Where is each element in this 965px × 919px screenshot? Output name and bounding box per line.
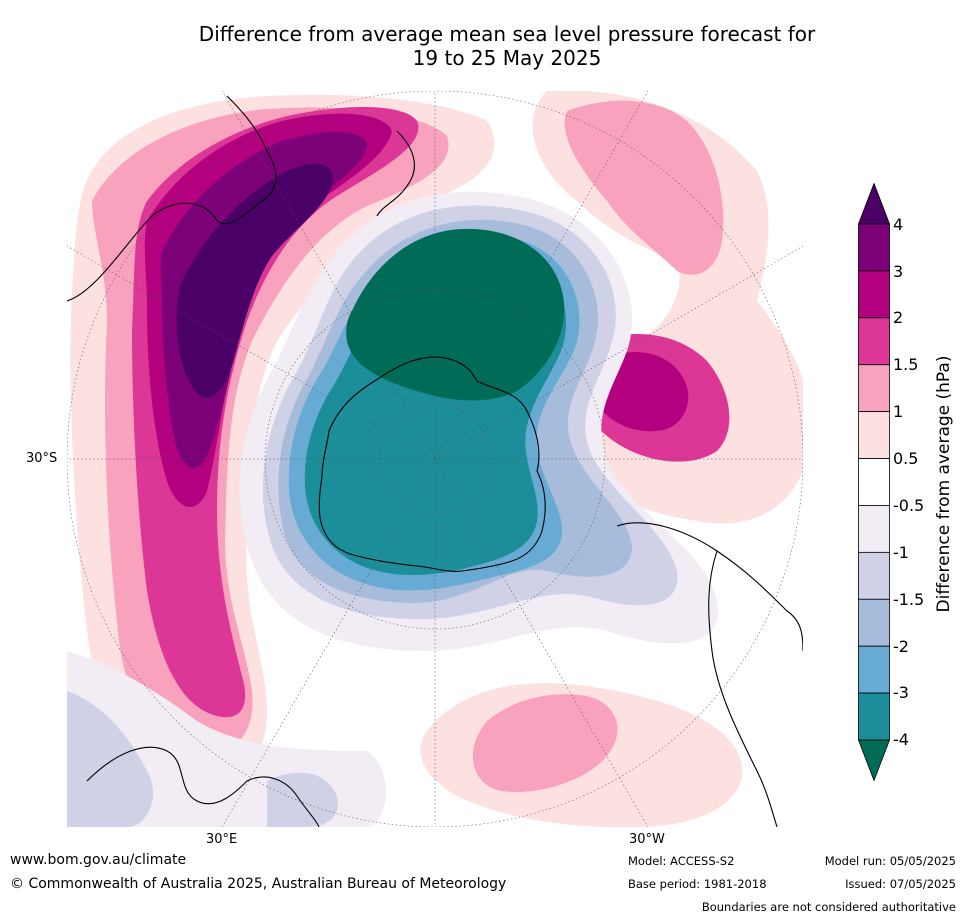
colorbar-tick: -1 (893, 543, 909, 562)
colorbar-tick: 1 (893, 402, 904, 421)
colorbar-tick: 1.5 (893, 355, 919, 374)
graticule (67, 91, 803, 827)
positive-anomaly-region-atlantic (420, 683, 743, 827)
longitude-label-30e: 30°E (206, 832, 238, 847)
colorbar-box (858, 364, 890, 413)
colorbar-box (858, 505, 890, 553)
website-link[interactable]: www.bom.gov.au/climate (10, 852, 187, 868)
pressure-anomaly-map (67, 91, 803, 827)
model-run-date: Model run: 05/05/2025 (824, 854, 956, 868)
colorbar-box (858, 458, 890, 506)
boundary-disclaimer: Boundaries are not considered authoritat… (701, 900, 956, 914)
base-period: Base period: 1981-2018 (628, 877, 767, 891)
colorbar-box (858, 411, 890, 459)
negative-anomaly-region-southwest (67, 651, 386, 827)
longitude-label-30w: 30°W (629, 832, 665, 847)
colorbar-tick: -2 (893, 637, 909, 656)
colorbar-min-arrow (858, 739, 890, 781)
issued-date: Issued: 07/05/2025 (845, 877, 956, 891)
colorbar-tick: 0.5 (893, 449, 919, 468)
africa-coastline (86, 746, 320, 827)
colorbar-tick: -1.5 (893, 590, 925, 609)
colorbar-tick: 2 (893, 308, 904, 327)
coastlines (67, 95, 803, 827)
colorbar-tick: 4 (893, 215, 904, 234)
colorbar-max-arrow (858, 183, 890, 225)
new-zealand-coastline (376, 130, 415, 217)
colorbar-tick: -0.5 (893, 496, 925, 515)
chart-title: Difference from average mean sea level p… (0, 22, 965, 70)
copyright-notice: © Commonwealth of Australia 2025, Austra… (10, 876, 507, 892)
colorbar-box (858, 270, 890, 319)
colorbar-box (858, 645, 890, 694)
colorbar-box (858, 598, 890, 647)
antarctica-coastline (318, 356, 546, 572)
colorbar-tick: 3 (893, 262, 904, 281)
colorbar-tick: -4 (893, 730, 909, 749)
title-line-1: Difference from average mean sea level p… (198, 22, 816, 46)
negative-anomaly-region-antarctic (239, 191, 719, 651)
colorbar (858, 183, 890, 781)
colorbar-box (858, 223, 890, 272)
australia-coastline (67, 95, 277, 302)
latitude-label-30s: 30°S (26, 451, 58, 466)
positive-anomaly-region-indian (70, 94, 495, 784)
colorbar-tick: -3 (893, 683, 909, 702)
colorbar-box (858, 551, 890, 600)
colorbar-box (858, 692, 890, 741)
south-america-coastline (616, 522, 803, 827)
title-line-2: 19 to 25 May 2025 (412, 46, 602, 70)
colorbar-box (858, 317, 890, 366)
colorbar-title: Difference from average (hPa) (934, 355, 954, 613)
model-name: Model: ACCESS-S2 (628, 854, 735, 868)
